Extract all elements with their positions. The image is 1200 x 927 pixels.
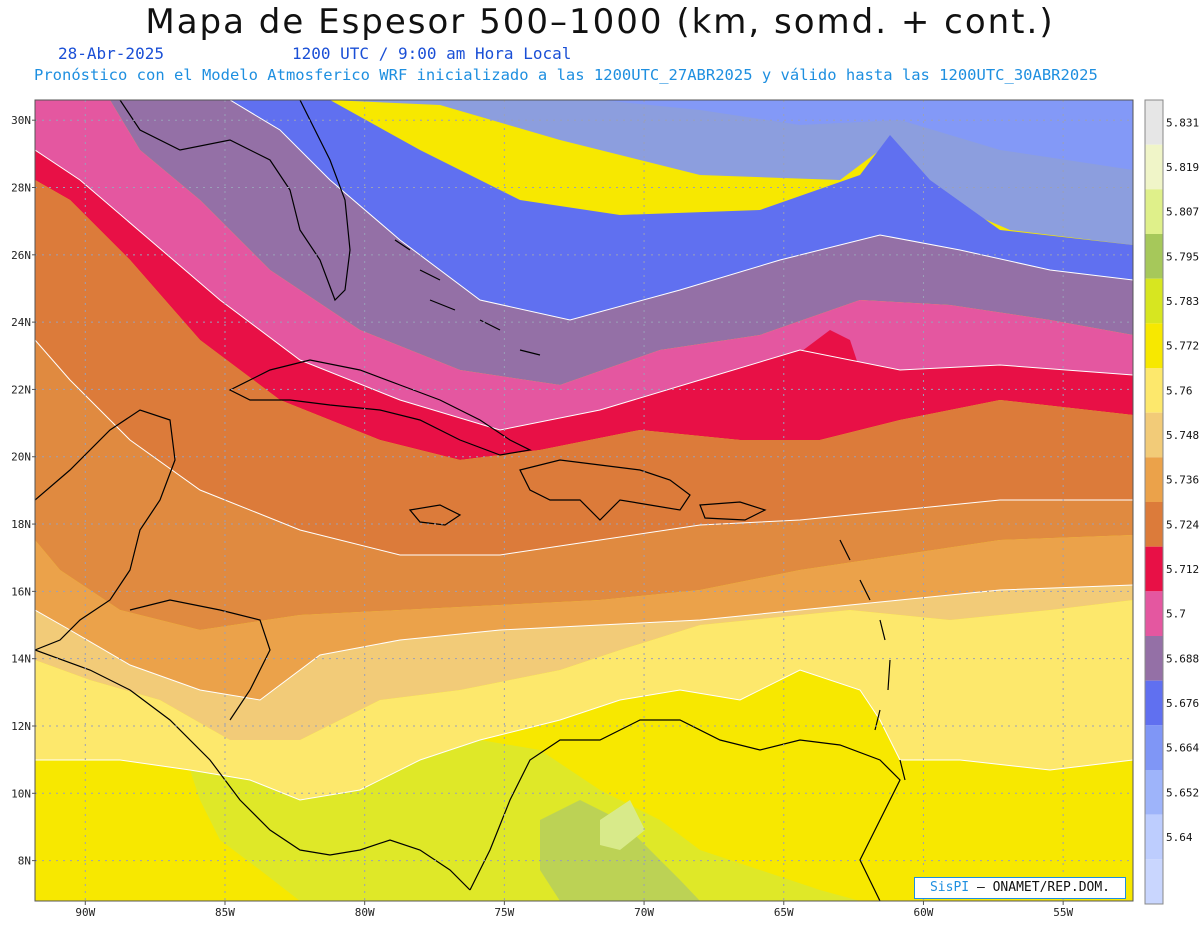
colorbar-swatch [1145, 100, 1163, 145]
bahamas [394, 239, 541, 356]
colorbar-label: 5.676 [1166, 697, 1199, 710]
colorbar-label: 5.831 [1166, 116, 1199, 129]
band-5688 [35, 100, 1133, 430]
colorbar-swatch [1145, 591, 1163, 636]
colorbar-swatch [1145, 725, 1163, 770]
coastlines [35, 100, 906, 901]
thickness-field [35, 100, 1133, 901]
map-title: Mapa de Espesor 500–1000 (km, somd. + co… [145, 2, 1055, 42]
colorbar-swatch [1145, 859, 1163, 904]
colorbar-swatch [1145, 234, 1163, 279]
south-america-coast [469, 719, 901, 901]
forecast-time: 1200 UTC / 9:00 am Hora Local [292, 44, 572, 63]
colorbar: 5.831 5.819 5.807 5.795 5.783 5.772 5.76 5.748 5… [1144, 99, 1199, 905]
band-5664b [230, 100, 1133, 320]
colorbar-frame [1144, 99, 1164, 905]
graticule [35, 100, 1133, 901]
band-5664 [180, 100, 1133, 245]
colorbar-label: 5.7 [1166, 608, 1186, 621]
lat-label: 28N [11, 182, 31, 195]
lat-label: 26N [11, 249, 31, 262]
forecast-date: 28-Abr-2025 [58, 44, 164, 63]
colorbar-label: 5.795 [1166, 250, 1199, 263]
colorbar-label: 5.712 [1166, 563, 1199, 576]
lon-label: 55W [1053, 906, 1073, 919]
yucatan-coast [35, 409, 176, 651]
colorbar-swatch [1145, 814, 1163, 860]
honduras-coast [129, 599, 271, 721]
central-america-coast [35, 649, 471, 891]
lesser-antilles [839, 539, 906, 781]
colorbar-label: 5.64 [1166, 831, 1193, 844]
lon-label: 85W [215, 906, 235, 919]
band-5676 [110, 100, 1133, 385]
lon-label: 60W [914, 906, 934, 919]
lat-label: 18N [11, 518, 31, 531]
colorbar-swatch [1145, 278, 1163, 324]
colorbar-swatch [1145, 680, 1163, 726]
colorbar-label: 5.783 [1166, 295, 1199, 308]
colorbar-label: 5.664 [1166, 742, 1199, 755]
band-5795 [540, 800, 700, 901]
band-5760 [35, 600, 1133, 800]
longitude-labels: 90W 85W 80W 75W 70W 65W 60W 55W [75, 901, 1073, 919]
credit-brand: SisPI [929, 880, 970, 895]
lon-label: 80W [355, 906, 375, 919]
colorbar-label: 5.772 [1166, 340, 1199, 353]
credit-box: SisPI – ONAMET/REP.DOM. [914, 877, 1126, 899]
band-5700 [35, 150, 1133, 460]
lat-label: 30N [11, 114, 31, 127]
band-5712 [35, 180, 1133, 555]
lon-label: 75W [494, 906, 514, 919]
colorbar-label: 5.724 [1166, 518, 1199, 531]
plot-frame [34, 99, 1134, 902]
lon-label: 90W [75, 906, 95, 919]
band-5748 [35, 585, 1133, 740]
colorbar-swatch [1145, 412, 1163, 458]
hispaniola-coast [519, 459, 691, 521]
band-5700-isl [790, 330, 860, 395]
colorbar-label: 5.76 [1166, 384, 1193, 397]
colorbar-label: 5.807 [1166, 206, 1199, 219]
florida-coast [119, 100, 351, 302]
jamaica-coast [408, 504, 462, 526]
colorbar-swatch [1145, 368, 1163, 413]
lat-label: 22N [11, 383, 31, 396]
band-5724 [35, 340, 1133, 630]
model-description: Pronóstico con el Modelo Atmosferico WRF… [34, 66, 1098, 84]
colorbar-label: 5.652 [1166, 786, 1199, 799]
colorbar-label: 5.688 [1166, 652, 1199, 665]
lat-label: 24N [11, 316, 31, 329]
lat-label: 12N [11, 720, 31, 733]
lat-label: 20N [11, 451, 31, 464]
lat-label: 8N [18, 855, 31, 868]
colorbar-swatch [1145, 636, 1163, 681]
colorbar-swatch [1145, 189, 1163, 234]
lat-label: 14N [11, 653, 31, 666]
lat-label: 10N [11, 787, 31, 800]
credit-text: – ONAMET/REP.DOM. [976, 880, 1111, 895]
lat-label: 16N [11, 585, 31, 598]
colorbar-swatch [1145, 770, 1163, 815]
colorbar-swatch [1145, 323, 1163, 368]
colorbar-label: 5.748 [1166, 429, 1199, 442]
lon-label: 70W [634, 906, 654, 919]
colorbar-swatch [1145, 144, 1163, 190]
colorbar-label: 5.819 [1166, 161, 1199, 174]
latitude-labels: 30N 28N 26N 24N 22N 20N 18N 16N 14N 12N 10N 8N [11, 114, 36, 868]
colorbar-swatch [1145, 502, 1163, 547]
cuba-coast [228, 359, 532, 456]
band-5807 [600, 800, 645, 850]
puerto-rico-coast [699, 501, 767, 521]
colorbar-label: 5.736 [1166, 474, 1199, 487]
colorbar-swatch [1145, 546, 1163, 592]
lon-label: 65W [774, 906, 794, 919]
colorbar-swatch [1145, 457, 1163, 502]
